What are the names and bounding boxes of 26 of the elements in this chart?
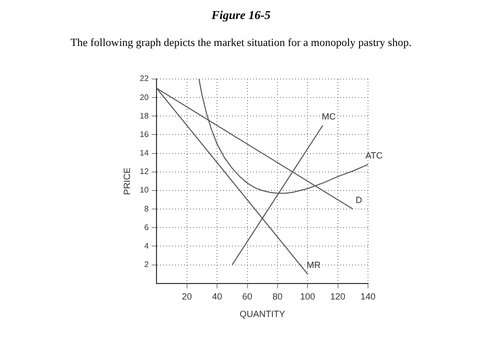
chart-subtitle: The following graph depicts the market situation for a monopoly pastry shop. xyxy=(70,37,412,49)
y-tick-label: 4 xyxy=(144,241,150,250)
x-tick-label: 20 xyxy=(182,291,192,302)
x-tick-label: 140 xyxy=(360,291,376,302)
y-tick-label: 12 xyxy=(140,167,150,176)
y-tick-label: 2 xyxy=(144,260,150,270)
y-tick-label: 8 xyxy=(144,204,150,214)
chart-title: Figure 16-5 xyxy=(210,8,272,23)
y-axis-title: PRICE xyxy=(122,167,132,195)
y-tick-label: 10 xyxy=(140,186,150,195)
y-tick-label: 20 xyxy=(140,92,150,102)
y-tick-label: 16 xyxy=(140,130,150,139)
x-tick-label: 100 xyxy=(300,291,316,302)
y-tick-label: 14 xyxy=(140,148,150,158)
y-tick-label: 22 xyxy=(140,74,150,84)
x-tick-label: 60 xyxy=(242,291,252,302)
y-tick-label: 6 xyxy=(144,222,150,232)
x-tick-label: 80 xyxy=(272,291,282,302)
series-label: ATC xyxy=(365,150,384,160)
x-tick-label: 120 xyxy=(330,291,346,302)
series-label: D xyxy=(356,195,363,206)
series-label: MC xyxy=(322,111,336,122)
x-tick-label: 40 xyxy=(212,291,222,302)
y-tick-label: 18 xyxy=(140,111,150,120)
x-axis-title: QUANTITY xyxy=(240,309,286,320)
series-label: MR xyxy=(306,260,322,270)
